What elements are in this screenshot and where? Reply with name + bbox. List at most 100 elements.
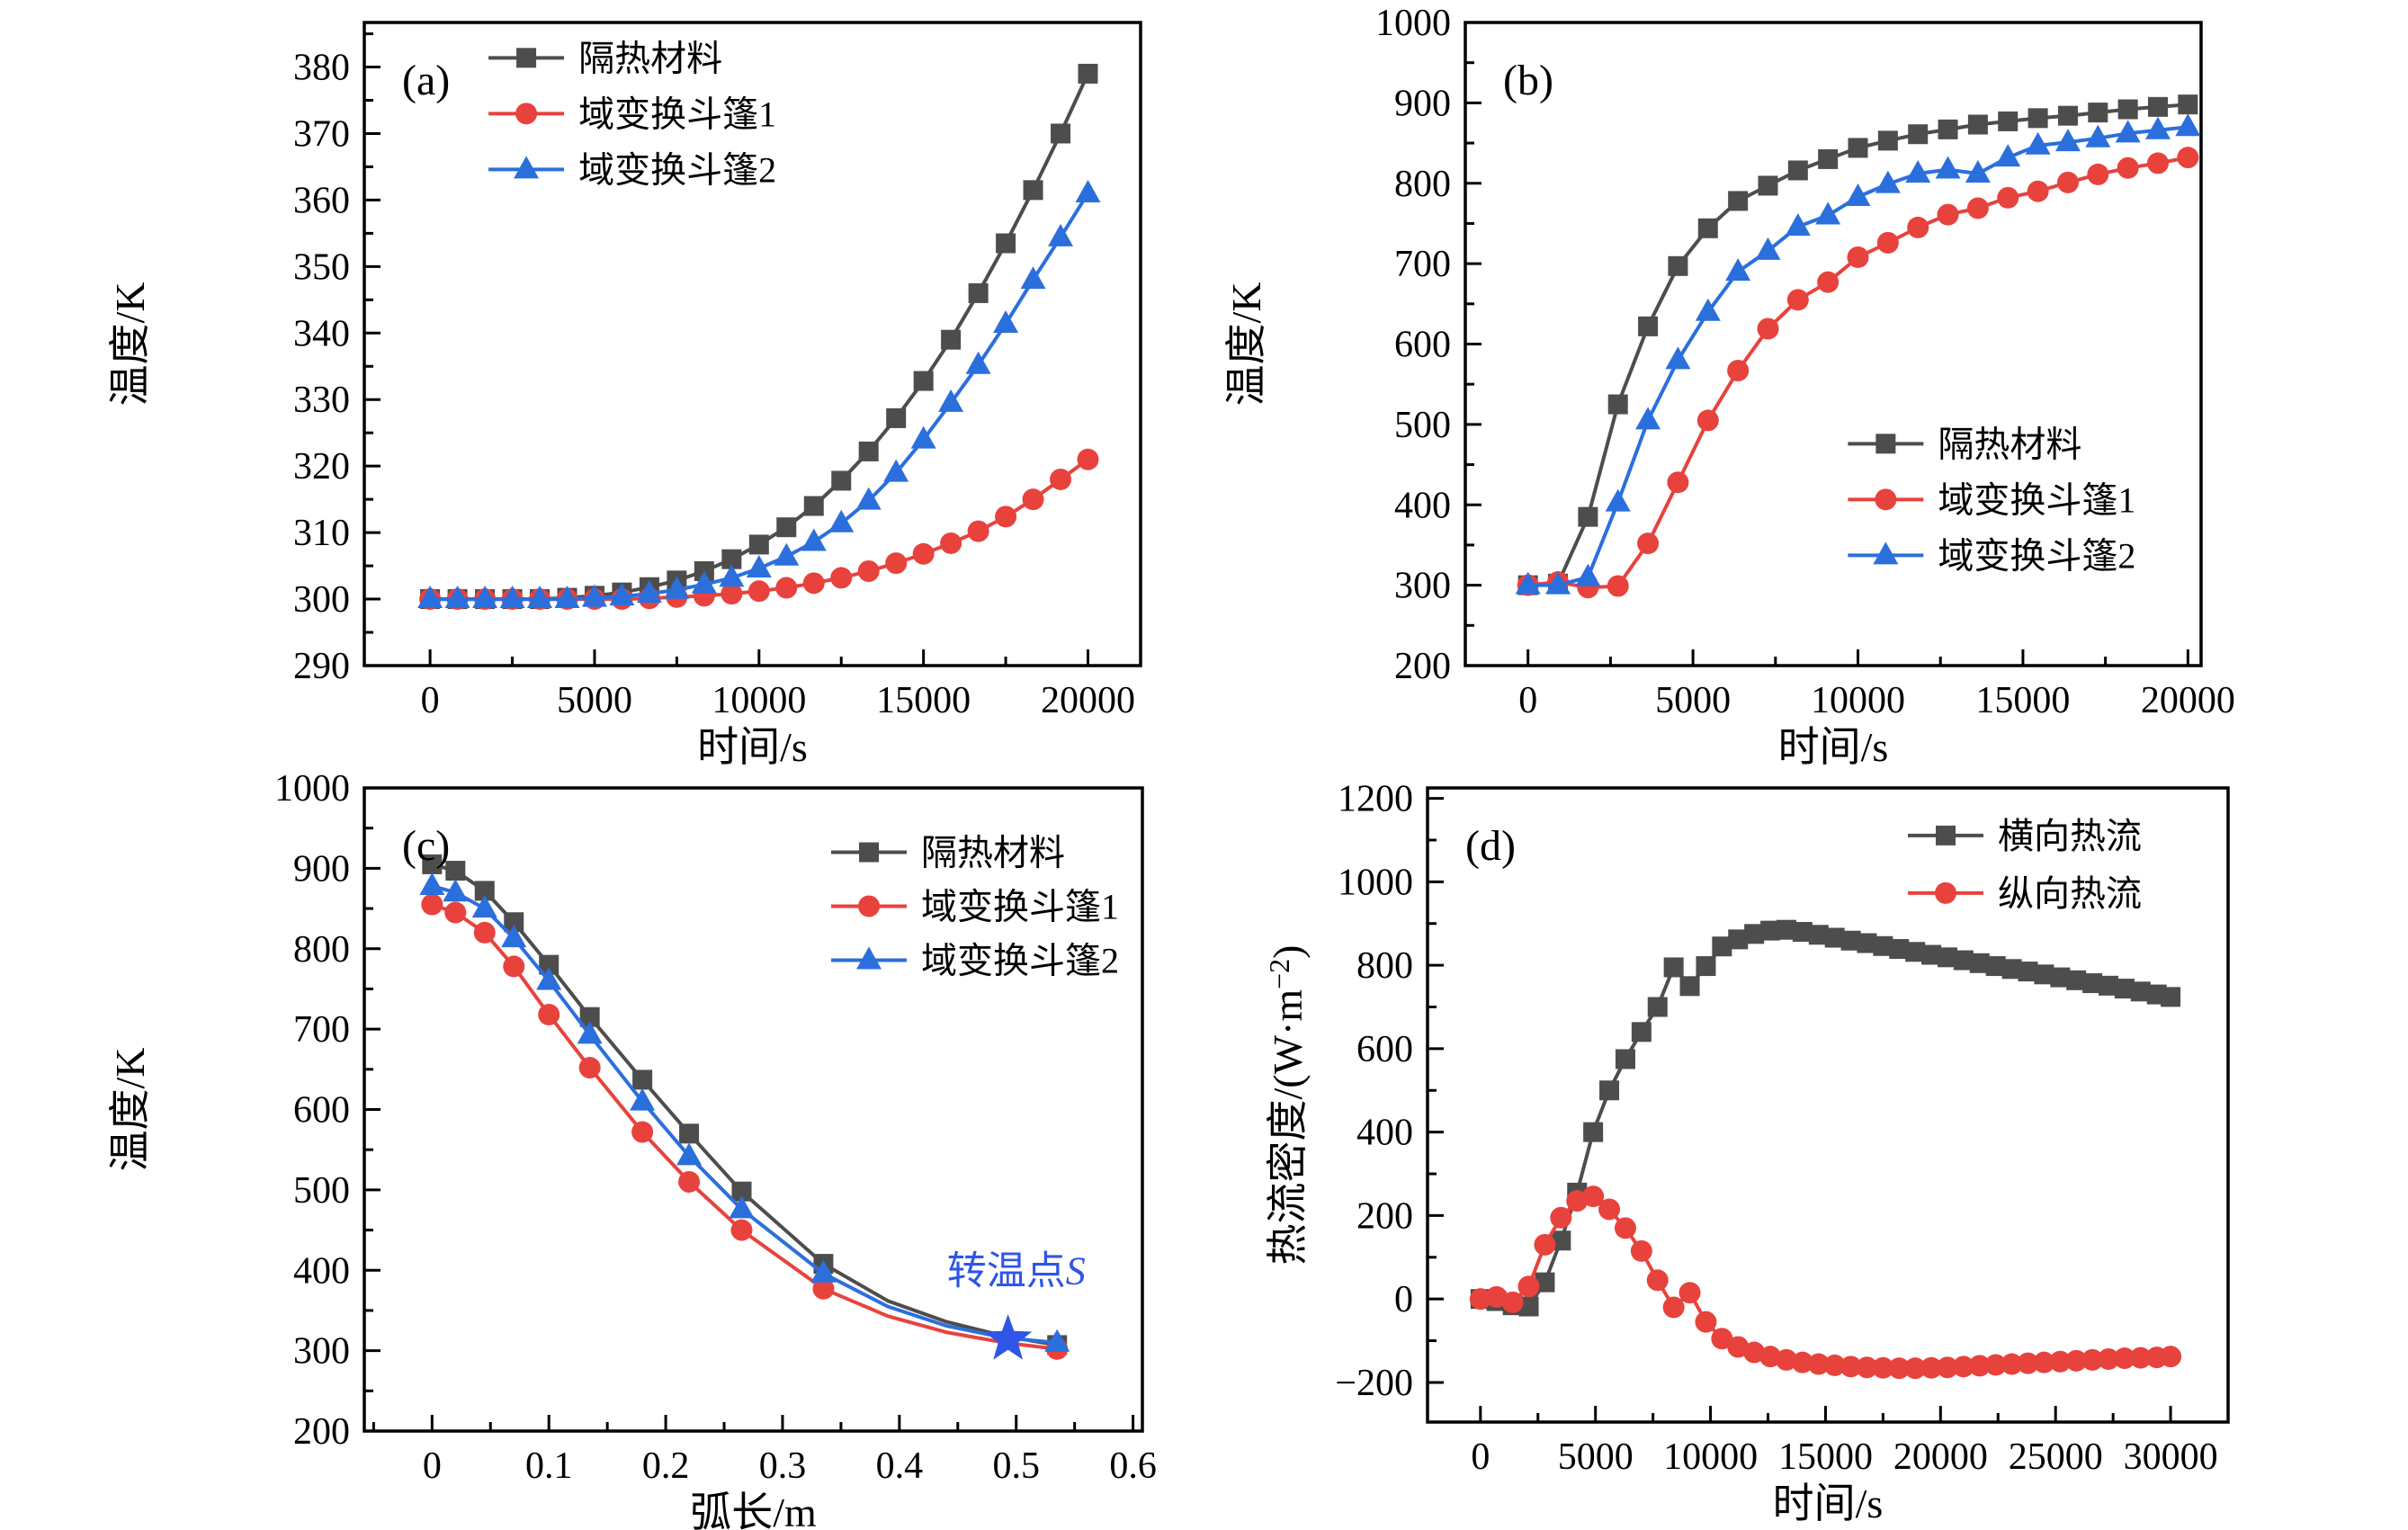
legend-item: 域变换斗篷1 [488,94,776,134]
x-tick-label: 10000 [712,680,806,721]
x-axis-title: 时间/s [697,724,808,765]
series-insulation [1470,919,2181,1317]
series-cloak1 [419,448,1099,611]
legend-item: 纵向热流 [1908,873,2142,914]
y-tick-label: 1000 [1338,862,1413,903]
series-cloak2 [417,180,1101,609]
x-tick-label: 25000 [2009,1436,2103,1478]
series-cloak2 [1515,113,2201,595]
star-marker [984,1314,1033,1360]
y-tick-label: 400 [293,1250,350,1292]
legend-label: 域变换斗篷1 [578,94,776,134]
y-tick-label: 370 [293,113,350,155]
legend-label: 域变换斗篷1 [1938,479,2135,520]
x-tick-label: 20000 [2141,680,2235,721]
y-tick-label: 600 [1394,325,1451,366]
y-tick-label: 900 [1394,83,1451,124]
legend-item: 域变换斗篷1 [831,887,1119,927]
x-tick-label: 0 [1518,680,1537,721]
panel-letter: (a) [402,57,450,104]
x-axis-title: 弧长/m [690,1490,817,1530]
y-axis: 200 300 400 500 600 700 800 900 1000 [274,768,380,1453]
y-axis-title: 温度/K [107,1048,153,1172]
x-axis: 0 5000 10000 15000 20000 [421,649,1135,721]
x-tick-label: 10000 [1811,680,1905,721]
y-tick-label: 700 [1394,244,1451,285]
y-axis: 200 300 400 500 600 700 800 900 1000 [1375,3,1482,687]
y-tick-label: −200 [1335,1363,1413,1404]
x-axis-title: 时间/s [1773,1481,1884,1526]
panel-letter: (b) [1503,57,1553,104]
series-cloak1 [1469,1186,2182,1380]
legend-label: 隔热材料 [1938,424,2081,464]
y-tick-label: 900 [293,848,350,890]
x-axis: 0 5000 10000 15000 20000 [1518,649,2235,721]
x-tick-label: 5000 [1655,680,1731,721]
legend-item: 域变换斗篷2 [831,941,1119,981]
x-axis: 0 5000 10000 15000 20000 25000 30000 [1471,1406,2230,1478]
y-axis: −200 0 200 400 600 800 1000 1200 [1335,779,1444,1404]
y-tick-label: 400 [1394,485,1451,526]
legend-item: 隔热材料 [488,38,722,78]
legend-label: 隔热材料 [921,833,1065,873]
series-cloak2 [419,872,1070,1352]
panel-a-chart: 0 5000 10000 15000 20000 290 300 310 320 330 340 35… [107,21,1142,765]
x-tick-label: 15000 [876,680,971,721]
legend-item: 隔热材料 [831,833,1065,873]
y-axis: 290 300 310 320 330 340 350 360 370 380 [293,32,380,687]
x-tick-label: 0.4 [876,1445,924,1487]
x-tick-label: 0.3 [759,1445,807,1487]
plot-box [1426,786,2230,1424]
y-tick-label: 500 [293,1170,350,1212]
x-tick-label: 0.5 [992,1445,1040,1487]
y-tick-label: 1000 [274,768,350,810]
y-tick-label: 380 [293,48,350,89]
x-tick-label: 15000 [1778,1436,1873,1478]
legend-item: 域变换斗篷1 [1848,479,2135,520]
y-tick-label: 800 [1394,164,1451,205]
x-tick-label: 10000 [1663,1436,1758,1478]
x-tick-label: 20000 [1041,680,1135,721]
legend-item: 域变换斗篷2 [488,149,776,190]
y-axis-title: 热流密度/(W·m−2) [1263,945,1311,1266]
y-tick-label: 360 [293,180,350,221]
y-tick-label: 700 [293,1009,350,1051]
x-tick-label: 0.2 [642,1445,690,1487]
panel-letter: (d) [1465,822,1516,870]
legend-label: 域变换斗篷1 [921,887,1119,927]
series-cloak1 [421,893,1069,1360]
legend-item: 横向热流 [1908,816,2142,856]
legend-item: 域变换斗篷2 [1848,535,2135,576]
y-tick-label: 300 [1394,566,1451,607]
y-tick-label: 340 [293,313,350,354]
y-tick-label: 800 [1356,945,1413,987]
legend-label: 域变换斗篷2 [921,941,1119,981]
y-tick-label: 310 [293,513,350,554]
x-tick-label: 5000 [1558,1436,1634,1478]
x-tick-label: 0 [423,1445,442,1487]
y-tick-label: 200 [1394,646,1451,687]
x-tick-label: 0 [1471,1436,1490,1478]
series-cloak1 [1517,147,2199,599]
x-tick-label: 20000 [1893,1436,1988,1478]
y-axis-title: 温度/K [1223,282,1269,407]
y-tick-label: 1200 [1338,779,1413,820]
legend-label: 域变换斗篷2 [1938,535,2135,576]
x-tick-label: 15000 [1975,680,2070,721]
x-tick-label: 0.1 [525,1445,573,1487]
panel-c-chart: 0 0.1 0.2 0.3 0.4 0.5 0.6 200 300 400 500 600 700 800… [107,768,1157,1530]
y-tick-label: 0 [1394,1279,1413,1320]
y-tick-label: 290 [293,646,350,687]
y-tick-label: 320 [293,446,350,488]
y-tick-label: 500 [1394,405,1451,446]
x-tick-label: 0 [421,680,440,721]
x-tick-label: 0.6 [1109,1445,1157,1487]
panel-letter: (c) [402,822,450,870]
annotation-transition-point: 转温点S [947,1248,1086,1360]
annotation-text: 转温点S [947,1248,1086,1293]
plot-box [363,21,1142,667]
legend-label: 纵向热流 [1998,873,2142,914]
